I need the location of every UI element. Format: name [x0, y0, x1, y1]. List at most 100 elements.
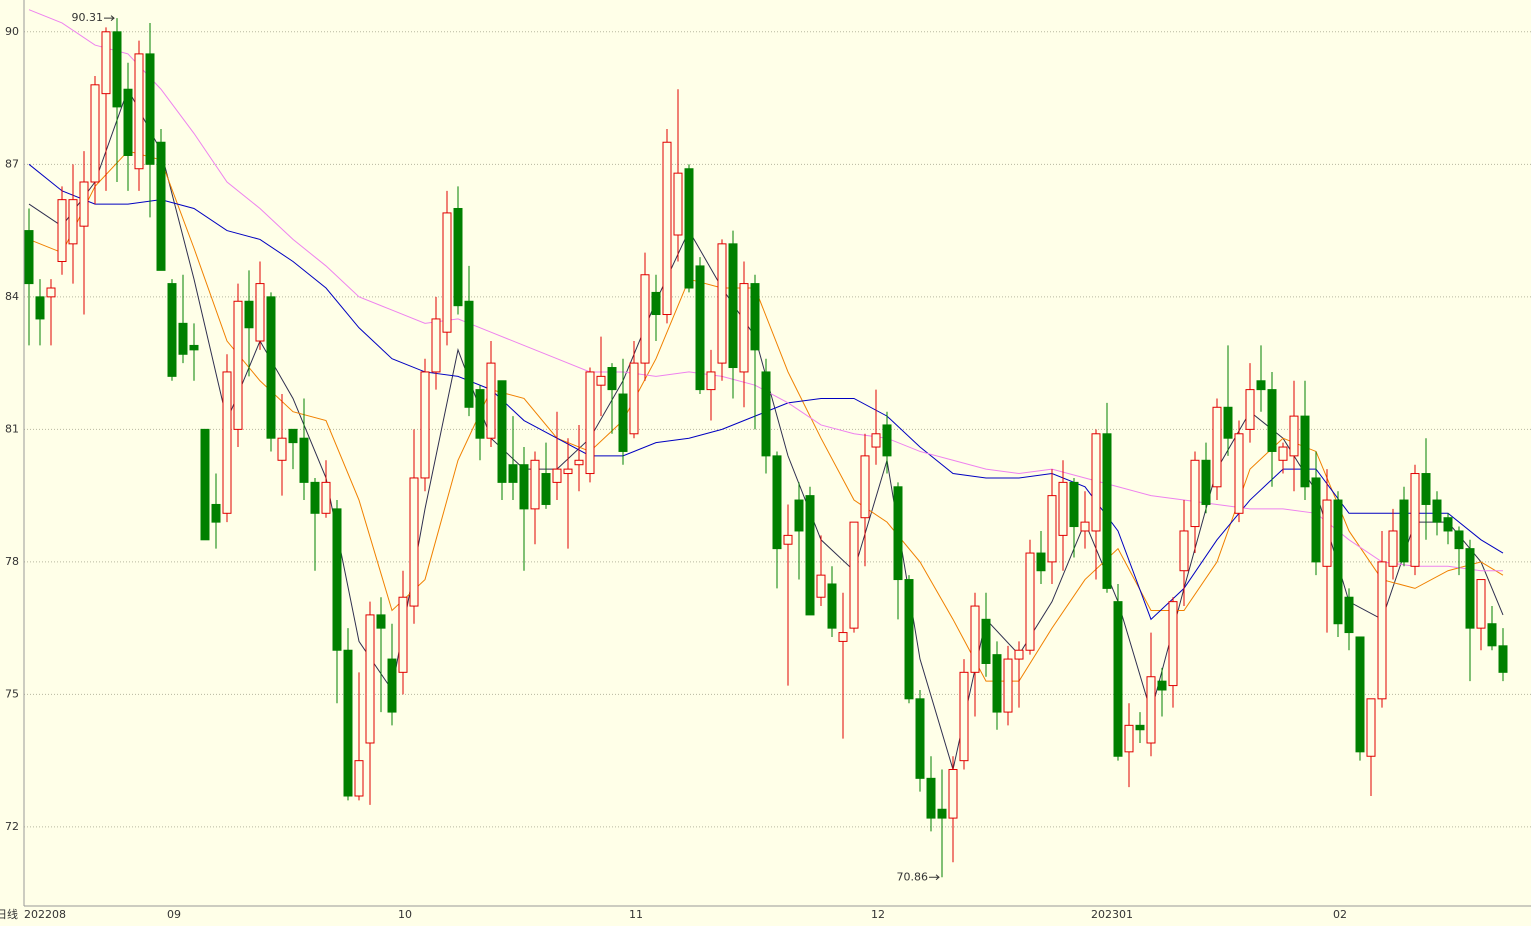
candle-body [1256, 380, 1266, 391]
candle-body [431, 318, 441, 373]
y-tick-label: 75 [5, 687, 19, 700]
candle-body [596, 375, 606, 386]
candle-body [200, 428, 210, 541]
moving-average-line [28, 163, 1504, 621]
y-tick-label: 90 [5, 25, 19, 38]
candle-body [288, 428, 298, 444]
candle-body [1146, 676, 1156, 744]
candle-body [1465, 548, 1475, 629]
candle-body [1212, 406, 1222, 488]
candle-body [651, 291, 661, 316]
candle-body [1454, 530, 1464, 550]
candle-body [1157, 680, 1167, 691]
candle-body [1014, 649, 1024, 660]
candle-body [1421, 473, 1431, 505]
annotation-label: 70.86 [897, 870, 929, 883]
candle-body [387, 658, 397, 713]
candle-body [1476, 579, 1486, 629]
candle-body [1069, 481, 1079, 528]
candle-body [332, 508, 342, 651]
candle-body [552, 468, 562, 483]
candle-body [1487, 623, 1497, 647]
candle-body [321, 481, 331, 514]
candle-body [222, 371, 232, 514]
candle-body [629, 362, 639, 435]
candle-body [57, 199, 67, 263]
moving-averages [28, 9, 1504, 772]
candle-body [728, 243, 738, 369]
candle-body [662, 141, 672, 316]
candle-body [398, 596, 408, 673]
candle-body [1113, 601, 1123, 757]
candle-body [79, 181, 89, 227]
candle-body [112, 31, 122, 108]
candle-body [1135, 724, 1145, 731]
candle-body [376, 614, 386, 629]
candle-body [497, 380, 507, 483]
candle-body [618, 393, 628, 452]
candle-body [1355, 636, 1365, 753]
candle-body [1223, 406, 1233, 439]
y-tick-label: 72 [5, 820, 19, 833]
candle-body [420, 371, 430, 479]
candle-body [1036, 552, 1046, 572]
annotation-arrow [104, 15, 115, 21]
candle-body [717, 243, 727, 364]
y-tick-label: 87 [5, 157, 19, 170]
candles [24, 18, 1508, 878]
candle-body [145, 53, 155, 165]
candle-body [266, 296, 276, 439]
candle-body [354, 760, 364, 797]
y-tick-label: 81 [5, 422, 19, 435]
candle-body [882, 424, 892, 457]
candle-body [233, 300, 243, 430]
candle-body [1267, 389, 1277, 452]
candle-body [1443, 517, 1453, 532]
candle-body [343, 649, 353, 797]
candle-body [299, 437, 309, 483]
candle-body [211, 503, 221, 523]
candle-body [1366, 698, 1376, 757]
x-tick-label: 11 [629, 908, 643, 921]
candle-body [607, 367, 617, 391]
candle-body [1300, 415, 1310, 488]
candle-body [783, 534, 793, 545]
candle-body [739, 283, 749, 373]
candle-body [1091, 433, 1101, 532]
candle-body [915, 698, 925, 779]
candle-body [981, 618, 991, 664]
candle-body [1410, 473, 1420, 567]
candle-body [68, 199, 78, 245]
x-tick-label: 202208 [24, 908, 66, 921]
candle-body [1025, 552, 1035, 651]
x-tick-label: 02 [1333, 908, 1347, 921]
candle-body [1498, 645, 1508, 673]
candle-body [574, 459, 584, 466]
candle-body [695, 265, 705, 391]
candle-body [585, 371, 595, 475]
candle-body [244, 300, 254, 329]
x-tick-label: 12 [871, 908, 885, 921]
candle-body [90, 84, 100, 183]
y-tick-label: 84 [5, 290, 19, 303]
candle-body [761, 371, 771, 457]
candle-body [1168, 601, 1178, 687]
candle-body [101, 31, 111, 95]
candle-body [1190, 459, 1200, 528]
moving-average-line [28, 150, 1504, 682]
candle-body [772, 455, 782, 550]
candle-body [178, 322, 188, 355]
candle-body [563, 468, 573, 475]
candle-body [750, 283, 760, 351]
candle-body [794, 499, 804, 532]
candle-body [508, 464, 518, 483]
candle-body [310, 481, 320, 514]
candle-body [827, 583, 837, 629]
candle-body [409, 477, 419, 607]
candle-body [1179, 530, 1189, 572]
candle-body [1003, 658, 1013, 713]
candle-body [970, 605, 980, 673]
candle-body [530, 459, 540, 510]
candle-body [684, 168, 694, 289]
candle-body [673, 172, 683, 236]
